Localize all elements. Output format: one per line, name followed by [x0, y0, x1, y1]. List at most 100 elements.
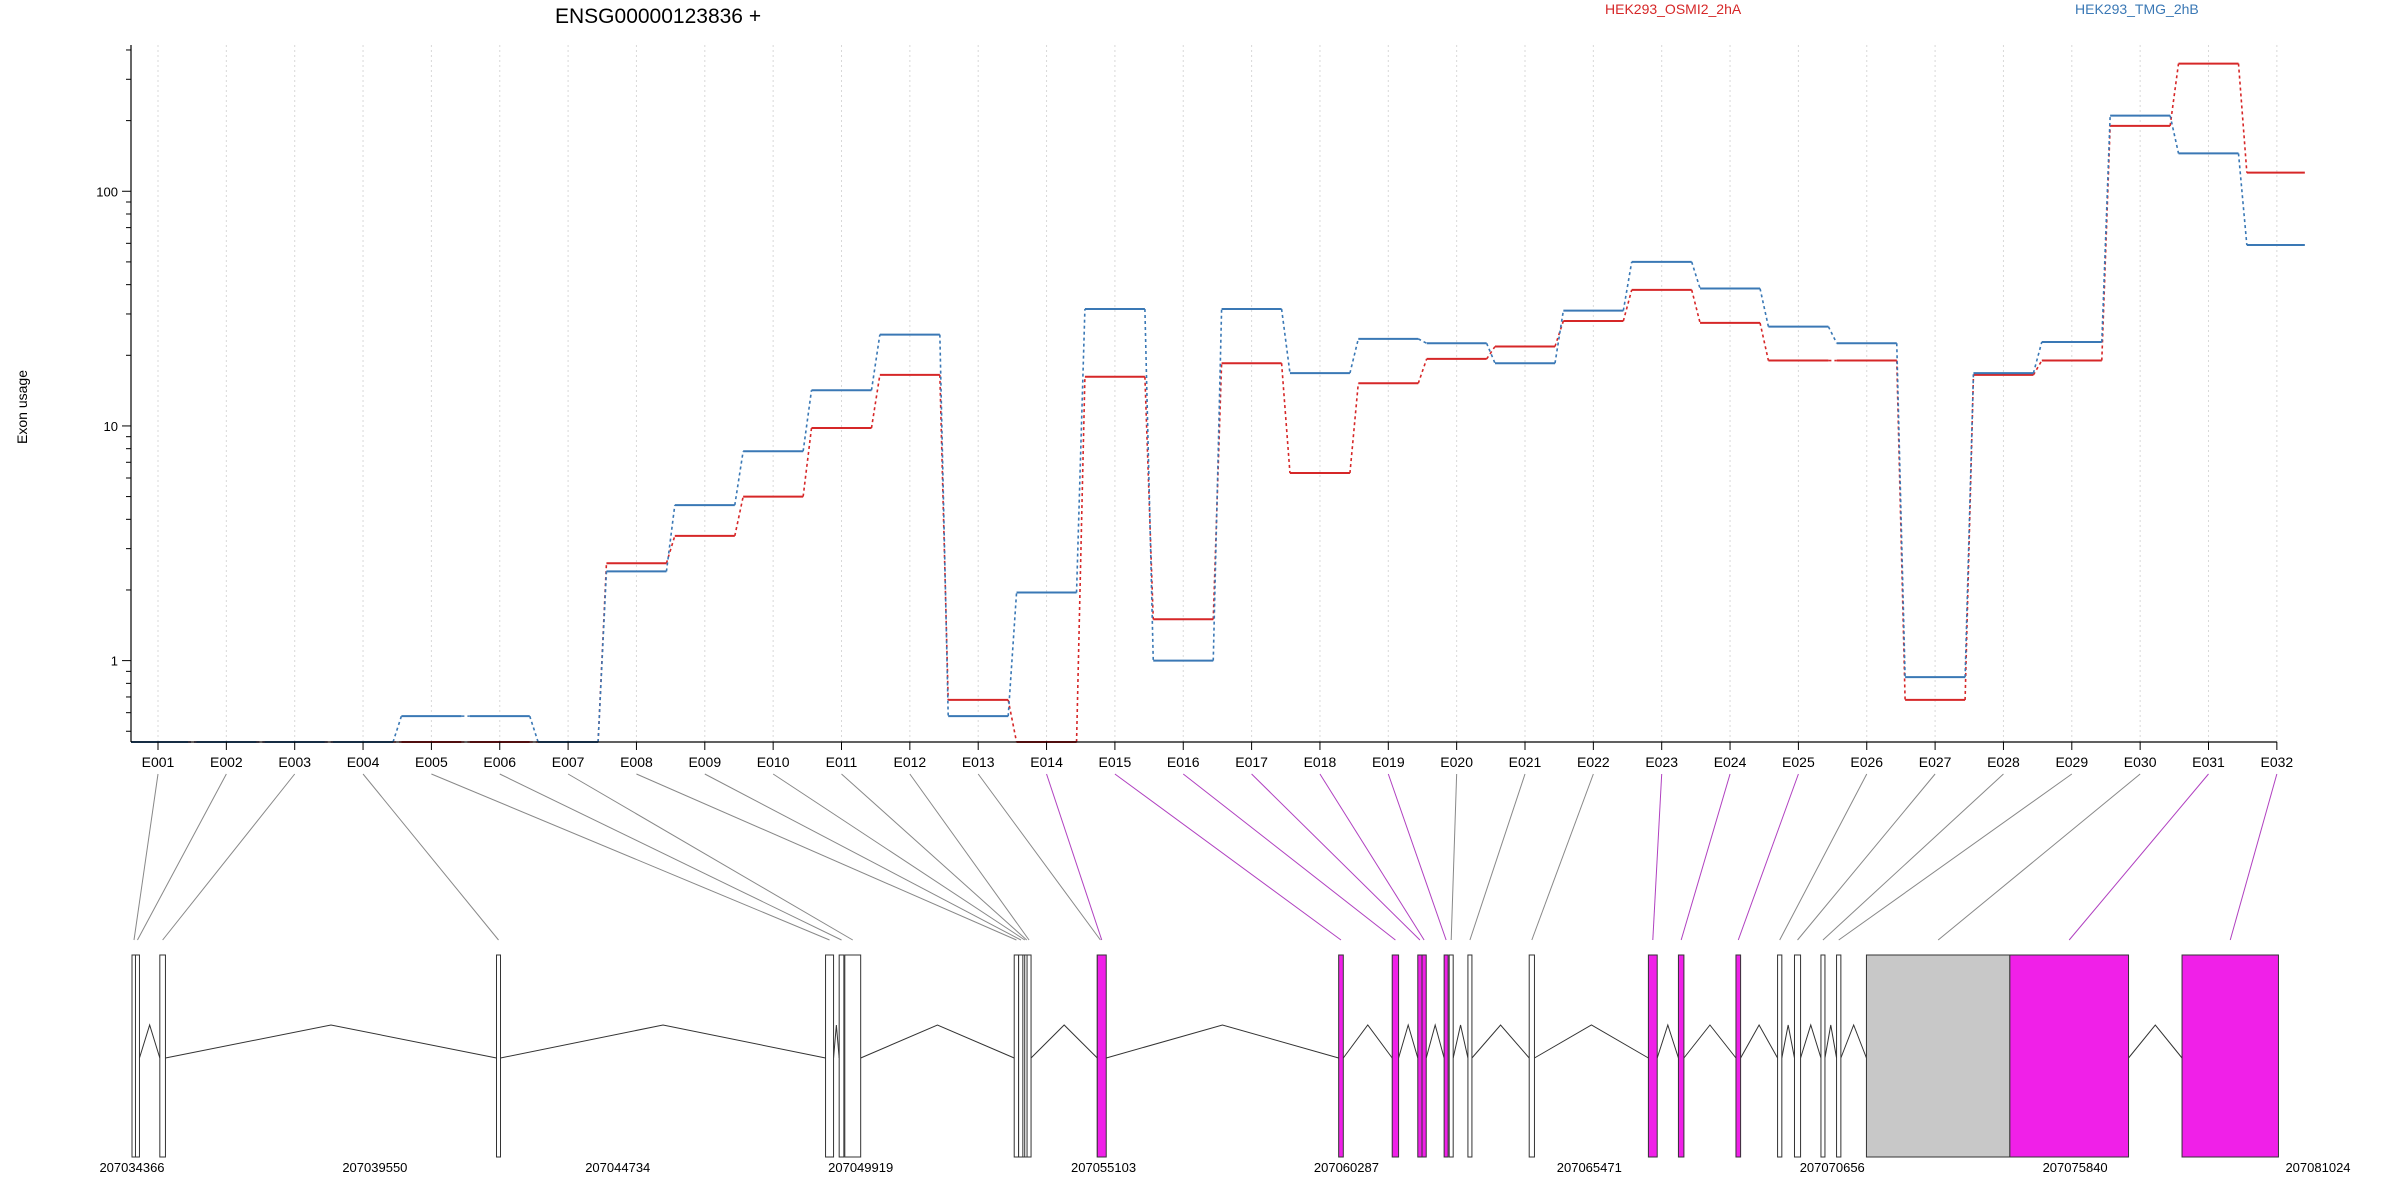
series-transition [1280, 363, 1291, 474]
exon-connector [1319, 773, 1425, 941]
axes: E001 E002 E003 E004 E005 E006 E007 E008 E009 E010… [96, 45, 2293, 770]
exon-box [1836, 954, 1842, 1158]
series-transition [870, 374, 881, 429]
exon-box [1528, 954, 1535, 1158]
intron [1740, 1023, 1779, 1059]
x-tick-label: E005 [415, 754, 448, 770]
exon-connector [2229, 773, 2278, 941]
series-transition [1007, 699, 1018, 743]
series-transition [1622, 261, 1633, 311]
exon-box [1448, 954, 1454, 1158]
series-transition [1280, 308, 1291, 374]
series-transition [2237, 153, 2248, 246]
intron [1425, 1023, 1445, 1059]
exon-connector [1469, 773, 1526, 941]
intron [1452, 1024, 1469, 1059]
series-transition [528, 715, 539, 743]
exon-box [1735, 954, 1742, 1158]
exon-box [1677, 954, 1685, 1158]
series-1 [131, 114, 2305, 743]
series-transition [802, 390, 813, 452]
exon-connector [1387, 773, 1447, 941]
exon-connector [1531, 773, 1594, 941]
x-tick-label: E011 [826, 754, 858, 770]
x-tick-label: E022 [1577, 754, 1610, 770]
series-transition [2169, 63, 2180, 126]
series-transition [1417, 338, 1428, 344]
exon-box [1443, 954, 1449, 1158]
x-tick-label: E013 [962, 754, 995, 770]
x-tick-label: E032 [2260, 754, 2293, 770]
x-tick-label: E020 [1440, 754, 1473, 770]
exon-box [1096, 954, 1107, 1158]
exon-connector [841, 773, 1028, 941]
series-0 [131, 62, 2305, 743]
series-transition [597, 571, 608, 743]
chart-title: ENSG00000123836 + [555, 5, 761, 28]
genomic-axis-labels: 207034366 207039550 207044734 207049919 2070… [99, 1160, 2350, 1175]
genomic-coordinate-label: 207081024 [2285, 1160, 2350, 1175]
series-transition [2032, 360, 2043, 376]
series-transition [1485, 342, 1496, 364]
exon-box [1820, 954, 1826, 1158]
series-transition [1690, 289, 1701, 324]
intron [1342, 1024, 1393, 1059]
y-tick-label: 100 [96, 184, 118, 199]
exon-connector [1251, 773, 1421, 941]
intron [1534, 1024, 1649, 1059]
exon-box [1467, 954, 1473, 1158]
exon-connector [431, 773, 830, 941]
exon-connector [704, 773, 1022, 941]
intron [833, 1024, 840, 1059]
series-transition [665, 535, 676, 564]
intron [138, 1023, 161, 1059]
exon-box [1647, 954, 1658, 1158]
genomic-coordinate-label: 207049919 [828, 1160, 893, 1175]
series-transition [1349, 383, 1360, 474]
intron [1398, 1023, 1419, 1059]
intron [1781, 1024, 1795, 1059]
series-transition [1690, 261, 1701, 289]
exon-connector [2068, 773, 2209, 941]
intron [1656, 1023, 1679, 1059]
exon-connector [977, 773, 1101, 941]
series-transition [939, 374, 949, 700]
exon-connector [1937, 773, 2141, 941]
genomic-coordinate-label: 207034366 [99, 1160, 164, 1175]
series-transition [392, 715, 403, 743]
exon-connector [1450, 773, 1458, 941]
x-tick-label: E007 [552, 754, 585, 770]
series-transition [1895, 343, 1906, 678]
x-tick-label: E021 [1509, 754, 1542, 770]
exon-box [1391, 954, 1400, 1158]
x-tick-label: E029 [2055, 754, 2088, 770]
x-tick-label: E027 [1919, 754, 1952, 770]
intron [1800, 1023, 1822, 1059]
exon-connector [567, 773, 853, 941]
exon-box [825, 954, 835, 1158]
exon-connector [1114, 773, 1342, 941]
intron [500, 1024, 826, 1059]
x-tick-label: E016 [1167, 754, 1200, 770]
exon-box [134, 954, 140, 1158]
series-transition [1827, 326, 1838, 344]
x-tick-label: E009 [688, 754, 721, 770]
x-tick-label: E025 [1782, 754, 1815, 770]
series-transition [1349, 338, 1360, 374]
exon-connector [909, 773, 1030, 941]
exon-box [1777, 954, 1783, 1158]
genomic-coordinate-label: 207039550 [342, 1160, 407, 1175]
exon-box [1013, 954, 1020, 1158]
y-axis-label: Exon usage [14, 370, 30, 444]
exon-connector [162, 773, 296, 941]
exon-box [1338, 954, 1344, 1158]
legend-entry-tmg: HEK293_TMG_2hB [2075, 1, 2199, 17]
series-transition [2169, 115, 2180, 154]
exon-connector [1737, 773, 1799, 941]
series-transition [2237, 63, 2248, 173]
exon-connector [1680, 773, 1731, 941]
series-transition [1622, 289, 1633, 322]
exon-box [496, 954, 502, 1158]
exon-connector [137, 773, 227, 941]
series-transition [1417, 358, 1428, 384]
